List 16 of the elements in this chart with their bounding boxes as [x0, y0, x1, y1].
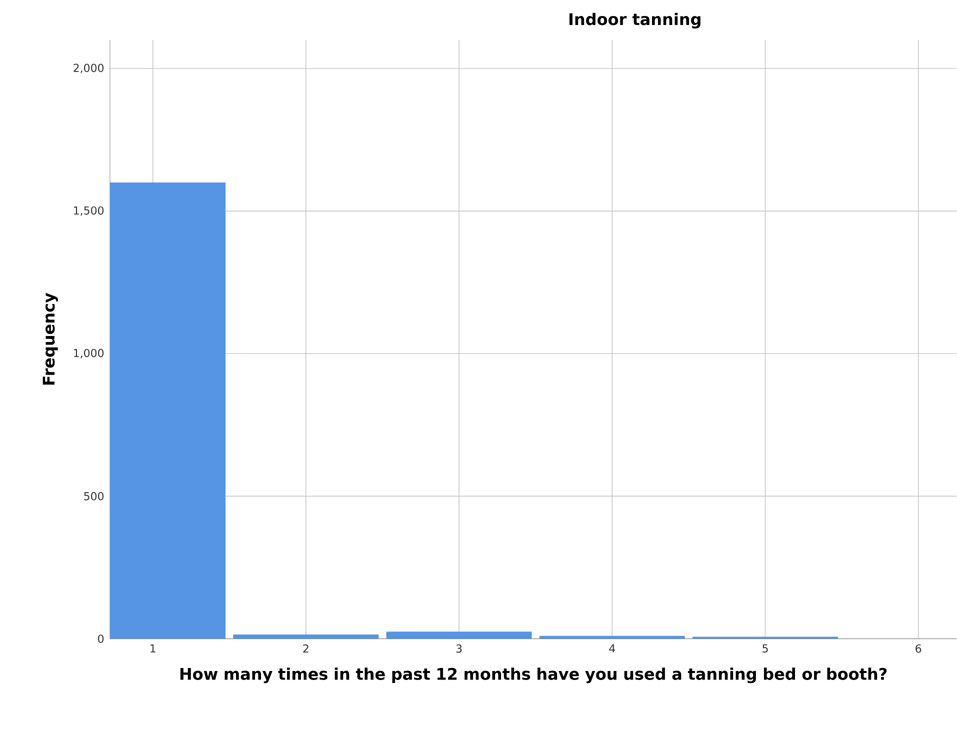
y-tick-label: 0: [98, 634, 104, 644]
x-tick-label: 3: [456, 644, 462, 653]
bar: [233, 634, 379, 639]
chart-title: Indoor tanning: [569, 13, 700, 29]
x-tick-label: 4: [609, 644, 616, 653]
x-tick-label: 6: [916, 644, 922, 653]
y-axis-title: Frequency: [42, 292, 58, 385]
bar: [386, 632, 532, 639]
x-axis-title: How many times in the past 12 months have you used a tanning bed or booth?: [180, 668, 887, 684]
y-tick-label: 1,500: [74, 206, 104, 216]
y-tick-label: 1,000: [74, 349, 104, 358]
y-tick-label: 500: [84, 492, 104, 500]
x-tick-label: 5: [762, 644, 768, 653]
y-tick-label: 2,000: [74, 64, 104, 74]
x-tick-label: 1: [150, 644, 156, 653]
x-tick-label: 2: [303, 644, 308, 653]
